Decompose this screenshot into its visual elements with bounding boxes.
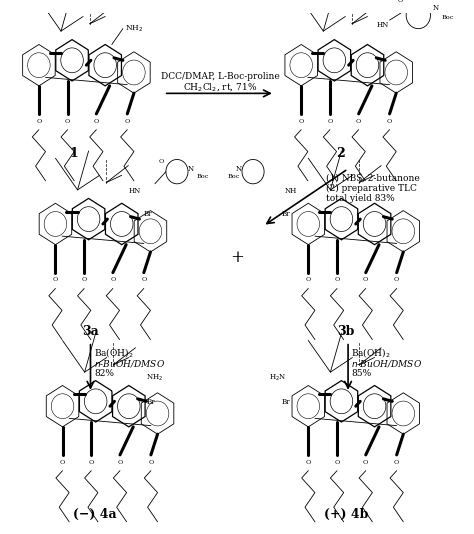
Text: O: O bbox=[148, 460, 154, 465]
Text: O: O bbox=[125, 119, 130, 124]
Text: (+) 4b: (+) 4b bbox=[324, 507, 368, 521]
Text: Ba(OH)$_2$: Ba(OH)$_2$ bbox=[351, 346, 391, 359]
Text: Br: Br bbox=[144, 210, 152, 218]
Text: O: O bbox=[394, 278, 399, 282]
Text: O: O bbox=[363, 460, 368, 465]
Text: O: O bbox=[387, 119, 392, 124]
Text: HN: HN bbox=[377, 21, 389, 29]
Text: Br: Br bbox=[146, 398, 155, 406]
Text: NH: NH bbox=[285, 187, 297, 195]
Text: (2) preparative TLC: (2) preparative TLC bbox=[326, 184, 417, 193]
Text: NH$_2$: NH$_2$ bbox=[125, 23, 143, 34]
Text: O: O bbox=[363, 278, 368, 282]
Text: 3a: 3a bbox=[82, 325, 99, 338]
Text: Boc: Boc bbox=[441, 15, 454, 20]
Text: O: O bbox=[306, 460, 311, 465]
Text: O: O bbox=[89, 460, 94, 465]
Text: Ba(OH)$_2$: Ba(OH)$_2$ bbox=[94, 346, 134, 359]
Text: O: O bbox=[94, 119, 99, 124]
Text: DCC/DMAP, L-Boc-proline: DCC/DMAP, L-Boc-proline bbox=[161, 72, 280, 81]
Text: +: + bbox=[230, 249, 244, 266]
Text: NH$_2$: NH$_2$ bbox=[146, 373, 164, 383]
Text: O: O bbox=[159, 160, 164, 164]
Text: HN: HN bbox=[128, 187, 141, 195]
Text: O: O bbox=[60, 460, 65, 465]
Text: Br: Br bbox=[282, 398, 291, 406]
Text: O: O bbox=[65, 119, 70, 124]
Text: O: O bbox=[53, 278, 58, 282]
Text: total yield 83%: total yield 83% bbox=[326, 194, 394, 203]
Text: O: O bbox=[398, 0, 403, 3]
Text: O: O bbox=[141, 278, 146, 282]
Text: 82%: 82% bbox=[94, 369, 114, 378]
Text: N: N bbox=[236, 165, 242, 173]
Text: 1: 1 bbox=[70, 147, 78, 160]
Text: (−) 4a: (−) 4a bbox=[73, 507, 117, 521]
Text: O: O bbox=[328, 119, 333, 124]
Text: 3b: 3b bbox=[337, 325, 355, 338]
Text: O: O bbox=[82, 278, 87, 282]
Text: O: O bbox=[356, 119, 361, 124]
Text: Boc: Boc bbox=[197, 174, 210, 179]
Text: N: N bbox=[188, 165, 194, 173]
Text: O: O bbox=[394, 460, 399, 465]
Text: O: O bbox=[334, 278, 340, 282]
Text: $n$-BuOH/DMSO: $n$-BuOH/DMSO bbox=[351, 358, 422, 368]
Text: O: O bbox=[306, 278, 311, 282]
Text: H$_2$N: H$_2$N bbox=[269, 373, 286, 383]
Text: O: O bbox=[334, 460, 340, 465]
Text: 2: 2 bbox=[337, 147, 346, 160]
Text: 85%: 85% bbox=[351, 369, 372, 378]
Text: CH$_2$Cl$_2$, rt, 71%: CH$_2$Cl$_2$, rt, 71% bbox=[183, 81, 257, 93]
Text: O: O bbox=[299, 119, 304, 124]
Text: N: N bbox=[433, 4, 439, 12]
Text: O: O bbox=[110, 278, 116, 282]
Text: (1) NBS, 2-butanone: (1) NBS, 2-butanone bbox=[326, 173, 419, 182]
Text: Boc: Boc bbox=[228, 174, 240, 179]
Text: Br: Br bbox=[282, 210, 291, 218]
Text: O: O bbox=[36, 119, 42, 124]
Text: $n$-BuOH/DMSO: $n$-BuOH/DMSO bbox=[94, 358, 165, 368]
Text: O: O bbox=[118, 460, 123, 465]
